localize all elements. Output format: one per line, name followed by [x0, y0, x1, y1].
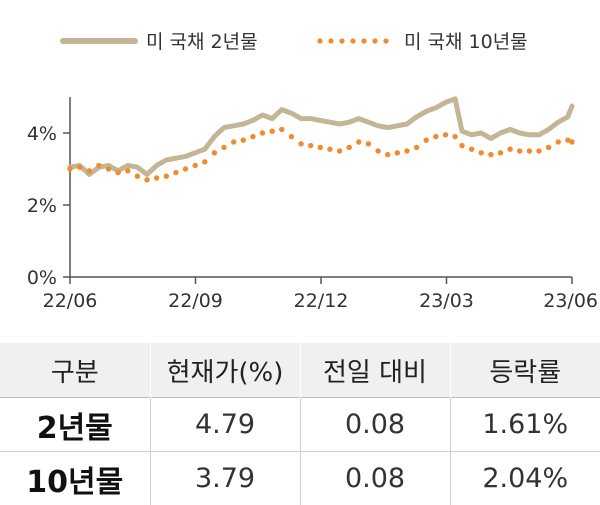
- series-point-10y: [221, 145, 226, 150]
- series-point-10y: [395, 150, 400, 155]
- legend-dot: [361, 38, 366, 43]
- series-point-10y: [452, 134, 457, 139]
- series-point-10y: [536, 148, 541, 153]
- series-point-10y: [433, 134, 438, 139]
- series-layer: [67, 99, 574, 183]
- header-category: 구분: [0, 343, 150, 398]
- series-point-10y: [202, 159, 207, 164]
- series-point-10y: [366, 141, 371, 146]
- row-10y-name: 10년물: [0, 452, 150, 505]
- series-point-10y: [375, 148, 380, 153]
- series-point-10y: [479, 150, 484, 155]
- series-point-10y: [488, 152, 493, 157]
- series-point-10y: [414, 145, 419, 150]
- series-point-10y: [183, 166, 188, 171]
- row-2y-change: 0.08: [300, 398, 450, 452]
- table-row-2y: 2년물 4.79 0.08 1.61%: [0, 398, 600, 452]
- row-10y-rate: 2.04%: [450, 452, 600, 505]
- legend-dot: [372, 38, 377, 43]
- series-point-10y: [241, 138, 246, 143]
- x-tick-label: 22/12: [294, 290, 349, 312]
- y-axis-ticks: 0% 2% 4%: [27, 123, 70, 289]
- series-point-10y: [308, 143, 313, 148]
- series-point-10y: [469, 147, 474, 152]
- treasury-yield-chart: 미 국채 2년물 미 국채 10년물 0% 2% 4% 22/06 22/09 22/1…: [0, 0, 600, 330]
- x-tick-label: 22/06: [43, 290, 98, 312]
- series-point-10y: [404, 148, 409, 153]
- series-point-10y: [569, 139, 574, 144]
- series-point-10y: [193, 163, 198, 168]
- series-point-10y: [135, 174, 140, 179]
- series-point-10y: [498, 150, 503, 155]
- series-point-10y: [77, 165, 82, 170]
- series-point-10y: [527, 148, 532, 153]
- header-price: 현재가(%): [150, 343, 300, 398]
- series-point-10y: [250, 134, 255, 139]
- series-line-2y: [70, 99, 572, 175]
- legend: 미 국채 2년물 미 국채 10년물: [63, 31, 528, 53]
- series-point-10y: [173, 170, 178, 175]
- header-rate: 등락률: [450, 343, 600, 398]
- row-10y-price: 3.79: [150, 452, 300, 505]
- legend-label-2y: 미 국채 2년물: [146, 31, 258, 53]
- y-tick-label: 2%: [27, 195, 57, 217]
- legend-label-10y: 미 국채 10년물: [404, 31, 528, 53]
- y-tick-label: 0%: [27, 267, 57, 289]
- x-tick-label: 22/09: [168, 290, 223, 312]
- series-point-10y: [106, 166, 111, 171]
- series-point-10y: [337, 148, 342, 153]
- series-point-10y: [96, 163, 101, 168]
- series-point-10y: [517, 148, 522, 153]
- y-tick-label: 4%: [27, 123, 57, 145]
- x-tick-label: 23/03: [419, 290, 474, 312]
- series-point-10y: [356, 139, 361, 144]
- series-point-10y: [507, 147, 512, 152]
- series-point-10y: [459, 143, 464, 148]
- series-point-10y: [347, 145, 352, 150]
- legend-dot: [383, 38, 388, 43]
- row-10y-change: 0.08: [300, 452, 450, 505]
- series-point-10y: [327, 147, 332, 152]
- table-header-row: 구분 현재가(%) 전일 대비 등락률: [0, 343, 600, 398]
- row-2y-rate: 1.61%: [450, 398, 600, 452]
- series-point-10y: [260, 130, 265, 135]
- series-point-10y: [164, 174, 169, 179]
- series-point-10y: [289, 134, 294, 139]
- series-point-10y: [298, 141, 303, 146]
- legend-dot: [350, 38, 355, 43]
- series-point-10y: [212, 150, 217, 155]
- legend-swatch-10y: [317, 38, 388, 43]
- series-point-10y: [385, 152, 390, 157]
- table-row-10y: 10년물 3.79 0.08 2.04%: [0, 452, 600, 505]
- series-point-10y: [270, 129, 275, 134]
- row-2y-price: 4.79: [150, 398, 300, 452]
- series-point-10y: [546, 145, 551, 150]
- legend-dot: [339, 38, 344, 43]
- series-point-10y: [115, 170, 120, 175]
- yield-table: 구분 현재가(%) 전일 대비 등락률 2년물 4.79 0.08 1.61% …: [0, 343, 600, 505]
- series-point-10y: [154, 175, 159, 180]
- series-point-10y: [231, 139, 236, 144]
- legend-dot: [317, 38, 322, 43]
- header-change: 전일 대비: [300, 343, 450, 398]
- series-point-10y: [443, 132, 448, 137]
- series-point-10y: [87, 168, 92, 173]
- row-2y-name: 2년물: [0, 398, 150, 452]
- legend-dot: [328, 38, 333, 43]
- series-point-10y: [67, 166, 72, 171]
- series-point-10y: [144, 177, 149, 182]
- x-tick-label: 23/06: [543, 290, 598, 312]
- series-point-10y: [279, 127, 284, 132]
- series-point-10y: [556, 139, 561, 144]
- series-point-10y: [318, 145, 323, 150]
- x-axis-ticks: 22/06 22/09 22/12 23/03 23/06: [43, 277, 598, 312]
- series-point-10y: [125, 168, 130, 173]
- series-point-10y: [424, 138, 429, 143]
